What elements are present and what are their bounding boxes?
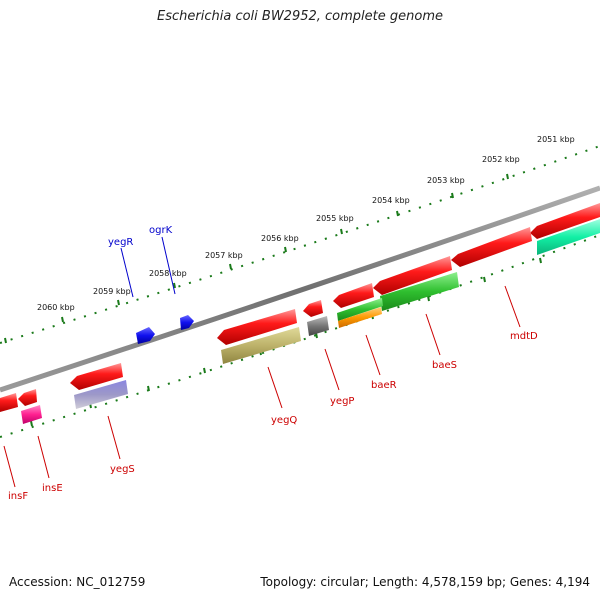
gene-yegR xyxy=(136,327,155,344)
scale-labels: 2051 kbp 2052 kbp 2053 kbp 2054 kbp 2055… xyxy=(37,135,575,312)
gene-baeR-cds-orange xyxy=(338,307,382,328)
gene-yegP xyxy=(303,300,323,317)
gene-mdtD-cds xyxy=(537,219,600,255)
gene-yegS-cds xyxy=(74,380,128,409)
scale-label-2051: 2051 kbp xyxy=(537,135,575,144)
outer-scale-ruler xyxy=(0,145,600,344)
gene-label-ogrK: ogrK xyxy=(149,225,173,236)
gene-label-baeS: baeS xyxy=(432,360,457,371)
gene-leader-lines xyxy=(3,236,521,488)
gene-yegP-cds xyxy=(307,316,329,336)
gene-labels: mdtD baeS baeR yegP yegQ ogrK yegR yegS … xyxy=(8,225,538,502)
gene-baeR-cds-green xyxy=(337,298,383,321)
gene-label-yegQ: yegQ xyxy=(271,415,297,426)
accession-info: Accession: NC_012759 xyxy=(9,575,145,589)
gene-baeS xyxy=(373,256,452,295)
map-title: Escherichia coli BW2952, complete genome xyxy=(157,9,443,24)
gene-label-mdtD: mdtD xyxy=(510,331,538,342)
gene-label-yegR: yegR xyxy=(108,237,133,248)
gene-insE-cds xyxy=(21,405,42,424)
scale-label-2056: 2056 kbp xyxy=(261,234,299,243)
scale-label-2055: 2055 kbp xyxy=(316,214,354,223)
scale-label-2057: 2057 kbp xyxy=(205,251,243,260)
gene-label-insE: insE xyxy=(42,483,63,494)
gene-label-yegS: yegS xyxy=(110,464,135,475)
scale-label-2054: 2054 kbp xyxy=(372,196,410,205)
gene-yegS xyxy=(70,363,123,390)
outer-major-ticks xyxy=(4,173,509,344)
gene-label-yegP: yegP xyxy=(330,396,354,407)
gene-baeS-cds xyxy=(380,272,459,311)
gene-mdtD-block xyxy=(530,203,600,239)
genome-backbone xyxy=(0,185,600,393)
gene-ogrK xyxy=(180,315,194,330)
topology-info: Topology: circular; Length: 4,578,159 bp… xyxy=(260,575,590,589)
gene-label-baeR: baeR xyxy=(371,380,397,391)
scale-label-2060: 2060 kbp xyxy=(37,303,75,312)
scale-label-2053: 2053 kbp xyxy=(427,176,465,185)
scale-label-2059: 2059 kbp xyxy=(93,287,131,296)
gene-features xyxy=(0,203,600,424)
gene-mdtD xyxy=(451,227,532,267)
gene-insE xyxy=(18,389,37,406)
gene-yegQ xyxy=(217,309,297,345)
scale-label-2052: 2052 kbp xyxy=(482,155,520,164)
accession-value: NC_012759 xyxy=(76,575,146,589)
inner-scale-ruler xyxy=(0,234,600,438)
accession-label: Accession: xyxy=(9,575,73,589)
gene-insF xyxy=(0,393,18,412)
scale-label-2058: 2058 kbp xyxy=(149,269,187,278)
gene-yegQ-cds xyxy=(221,327,301,364)
gene-label-insF: insF xyxy=(8,491,28,502)
gene-baeR xyxy=(333,283,374,308)
